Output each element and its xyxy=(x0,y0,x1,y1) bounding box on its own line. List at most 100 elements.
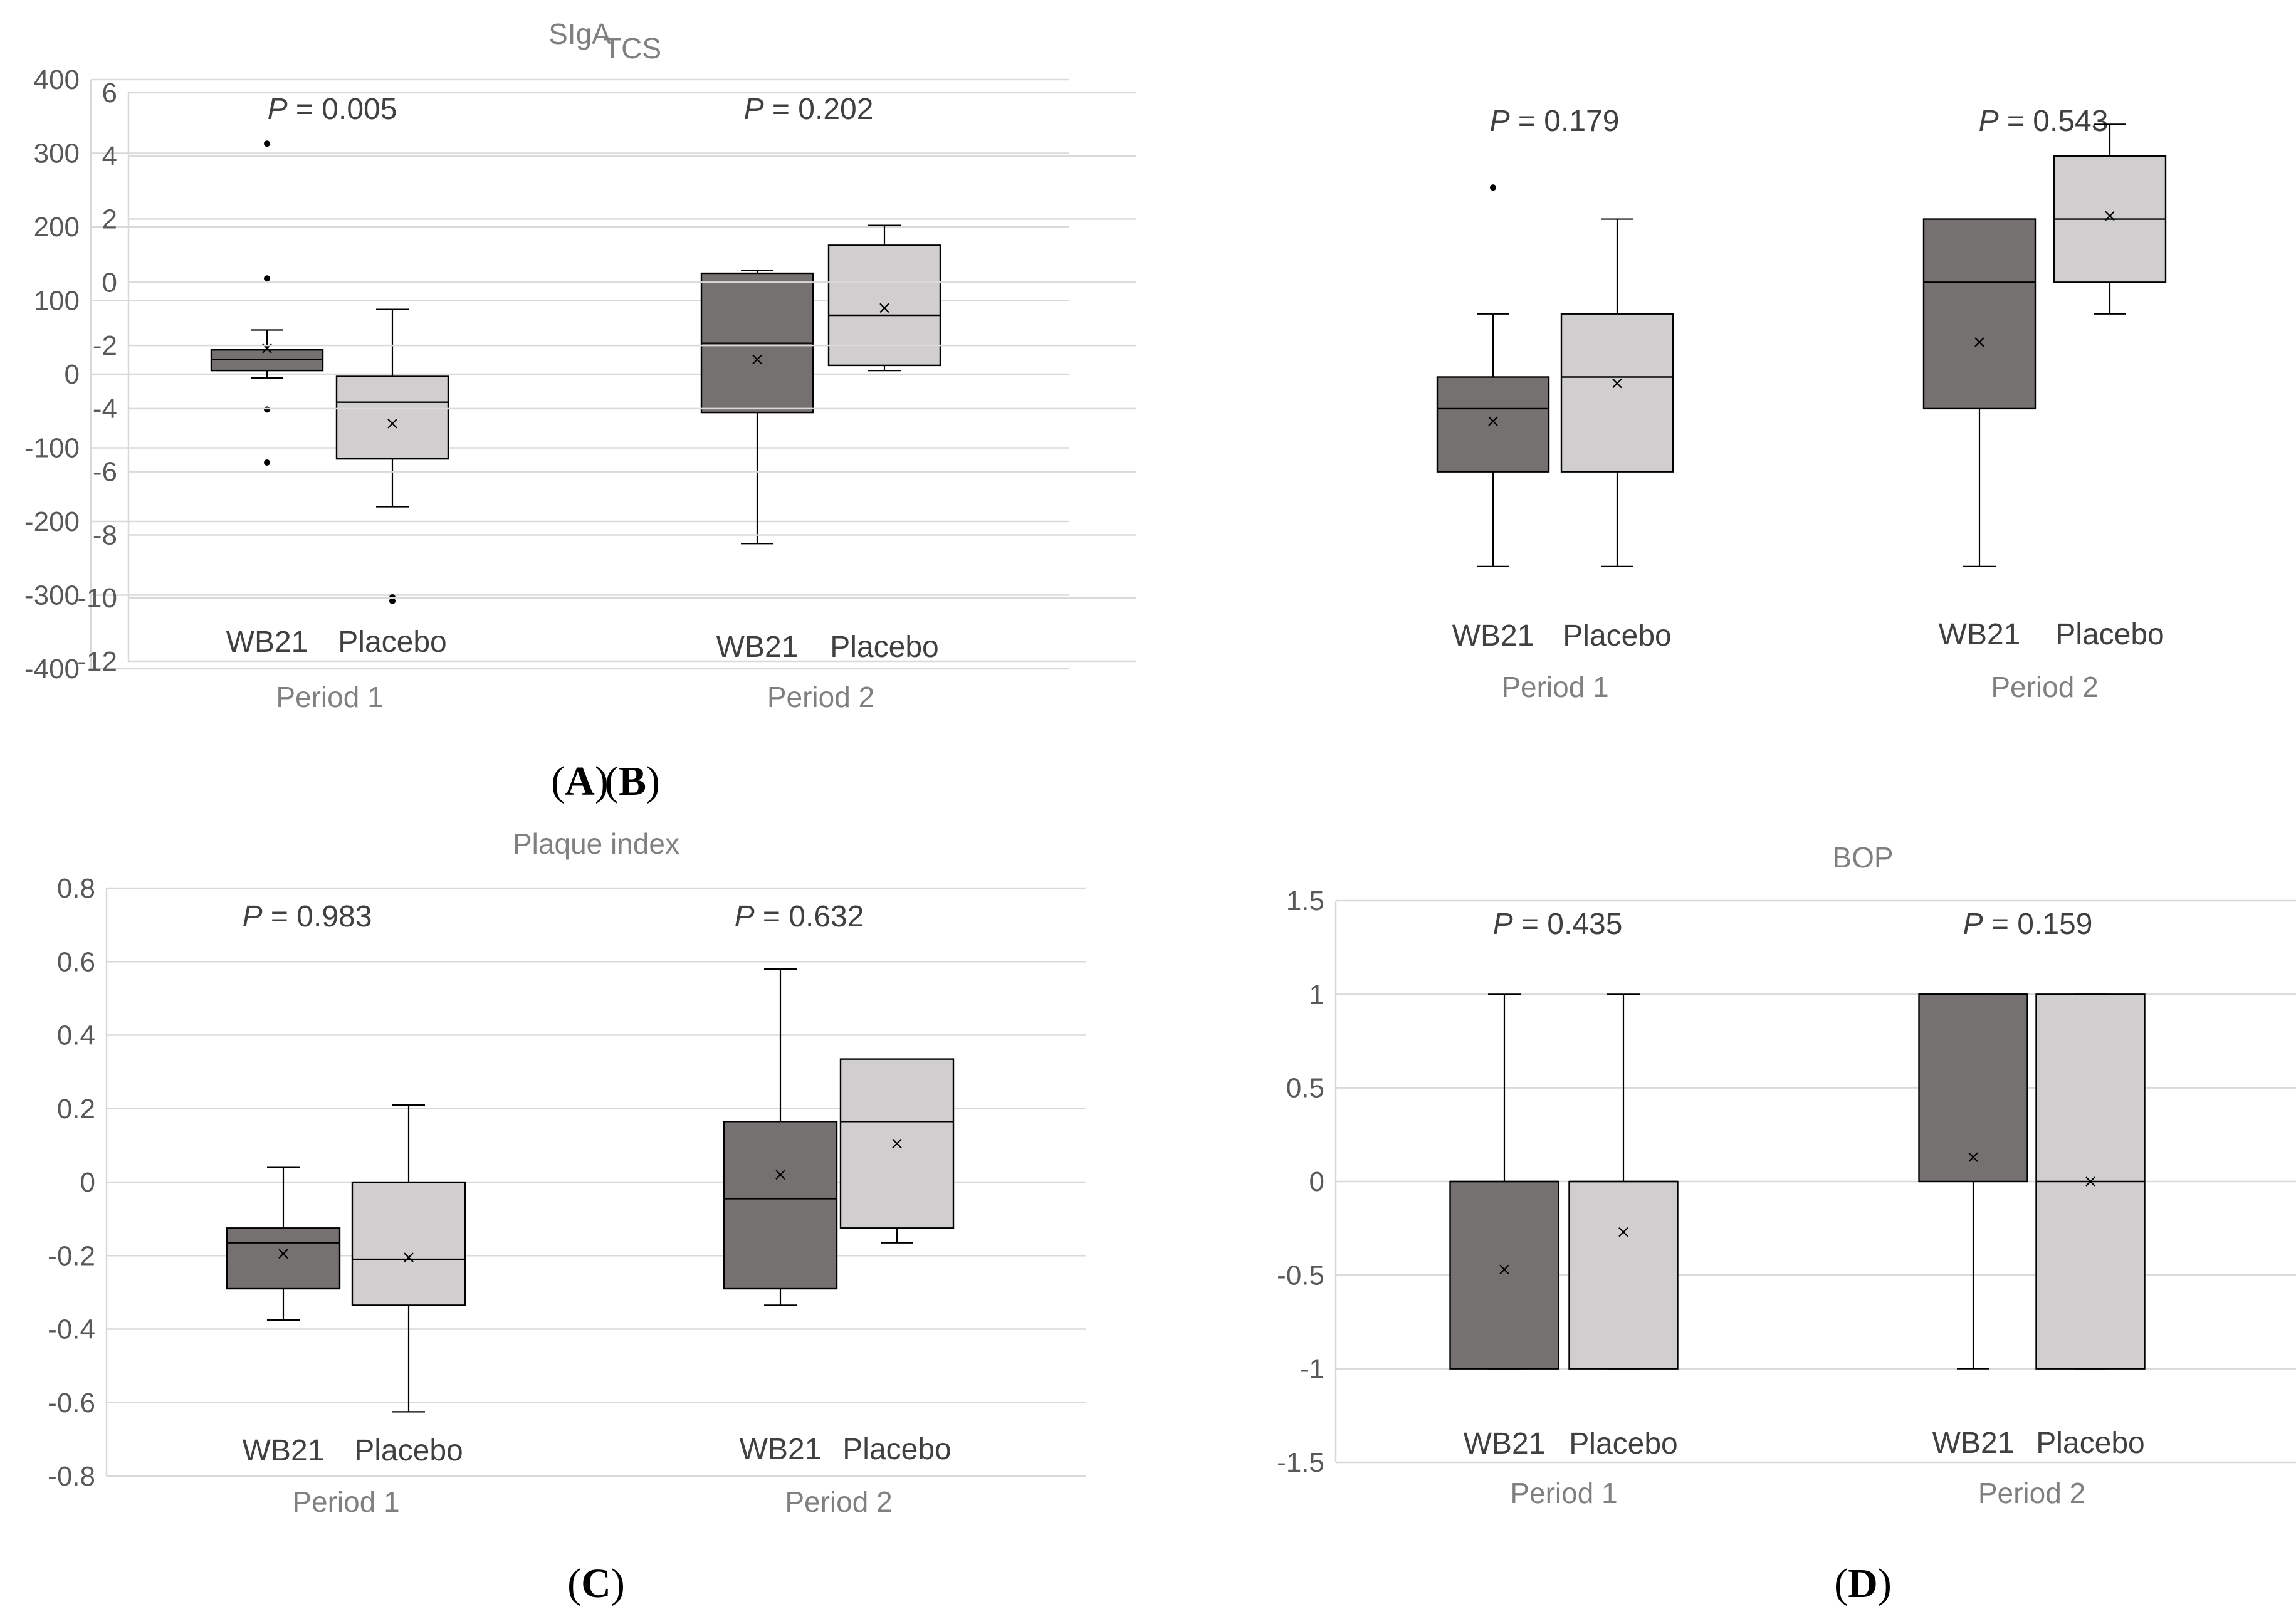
box-wb21 xyxy=(1449,993,1559,1370)
y-tick-label: 200 xyxy=(34,212,80,243)
mean-marker xyxy=(2085,1176,2095,1187)
mean-marker xyxy=(1968,1152,1978,1162)
y-tick-label: -4 xyxy=(93,394,117,424)
category-label: WB21 xyxy=(1932,1427,2015,1460)
y-tick-label: 0 xyxy=(1309,1166,1324,1197)
y-tick-label: 0.6 xyxy=(57,946,95,977)
box-iqr xyxy=(1436,376,1550,473)
category-label: WB21 xyxy=(1464,1427,1546,1460)
category-label: Placebo xyxy=(842,1433,951,1466)
p-value-label: P = 0.159 xyxy=(1963,908,2093,941)
category-label: Placebo xyxy=(338,626,446,659)
mean-marker xyxy=(1499,1264,1509,1275)
y-tick-label: -10 xyxy=(77,583,117,614)
box-iqr xyxy=(351,1181,466,1306)
outlier-point xyxy=(1490,184,1496,191)
box-iqr xyxy=(1922,218,2037,410)
y-tick-label: 0 xyxy=(80,1167,95,1198)
category-label: Placebo xyxy=(2036,1427,2144,1460)
box-placebo xyxy=(335,308,449,604)
category-label: Placebo xyxy=(354,1434,463,1467)
mean-marker xyxy=(752,354,762,365)
y-tick-label: 2 xyxy=(102,204,117,235)
category-label: Placebo xyxy=(1569,1427,1677,1460)
category-label: WB21 xyxy=(716,631,799,664)
y-tick-label: 0 xyxy=(102,267,117,298)
p-value-label: P = 0.005 xyxy=(268,93,397,126)
mean-marker xyxy=(278,1249,288,1259)
mean-marker xyxy=(1618,1227,1628,1237)
y-tick-label: -0.8 xyxy=(48,1461,95,1492)
panel-a: SIgA 400 300 200 100 0 -100 -200 -300 -400 P = 0.0… xyxy=(0,0,1128,809)
y-tick-label: -0.4 xyxy=(48,1314,95,1345)
p-value-label: P = 0.632 xyxy=(735,900,864,933)
panel-c: Plaque index 0.8 0.6 0.4 0.2 0 -0.2 -0.4 -0.6 -0.… xyxy=(0,809,1128,1614)
category-label: WB21 xyxy=(1452,619,1534,652)
outlier-point xyxy=(264,275,270,282)
period-label: Period 2 xyxy=(1978,1477,2085,1509)
y-tick-label: -2 xyxy=(93,330,117,361)
p-value-label: P = 0.435 xyxy=(1493,908,1623,941)
mean-marker xyxy=(1612,378,1622,389)
y-tick-label: 4 xyxy=(102,141,117,172)
mean-marker xyxy=(879,303,889,313)
mean-marker xyxy=(387,418,397,429)
chart-title: Plaque index xyxy=(513,827,679,860)
box-iqr xyxy=(335,375,449,460)
y-tick-label: -6 xyxy=(93,457,117,488)
box-placebo xyxy=(1568,993,1679,1370)
y-tick-label: 1.5 xyxy=(1286,886,1324,916)
category-label: Placebo xyxy=(1563,619,1671,652)
y-tick-label: 400 xyxy=(34,65,80,95)
period-label: Period 2 xyxy=(767,681,874,713)
period-label: Period 1 xyxy=(1510,1477,1617,1509)
mean-marker xyxy=(1974,337,1984,347)
p-value-label: P = 0.543 xyxy=(1979,105,2109,138)
outlier-point xyxy=(264,406,270,413)
outlier-point xyxy=(264,140,270,147)
y-tick-label: 0.2 xyxy=(57,1094,95,1124)
panel-letter: (C) xyxy=(567,1561,625,1606)
category-label: WB21 xyxy=(226,626,308,659)
period-label: Period 1 xyxy=(1501,671,1608,703)
y-tick-label: 0.8 xyxy=(57,873,95,904)
y-tick-label: 0.4 xyxy=(57,1020,95,1051)
y-tick-label: -300 xyxy=(24,580,80,611)
panel-letter: (A) xyxy=(551,758,609,804)
y-tick-label: -1.5 xyxy=(1277,1447,1324,1478)
box-wb21 xyxy=(226,1166,341,1321)
panel-letter: (B) xyxy=(605,758,660,804)
box-placebo xyxy=(1560,218,1674,567)
box-wb21 xyxy=(1436,184,1550,567)
y-tick-label: 0 xyxy=(65,359,80,390)
period-label: Period 1 xyxy=(276,681,383,713)
y-tick-label: -400 xyxy=(24,654,80,684)
y-tick-label: 100 xyxy=(34,286,80,317)
p-value-label: P = 0.179 xyxy=(1490,105,1620,138)
box-placebo xyxy=(351,1104,466,1413)
category-label: Placebo xyxy=(2055,618,2164,651)
y-tick-label: 6 xyxy=(102,78,117,108)
box-iqr xyxy=(1918,993,2028,1183)
outlier-point xyxy=(389,597,396,604)
y-tick-label: -0.5 xyxy=(1277,1260,1324,1291)
y-tick-label: 0.5 xyxy=(1286,1073,1324,1104)
category-label: WB21 xyxy=(1939,618,2021,651)
mean-marker xyxy=(892,1138,902,1149)
chart-title: TCS xyxy=(604,32,661,65)
box-wb21 xyxy=(700,270,814,545)
box-placebo xyxy=(839,1058,955,1244)
y-tick-label: -0.2 xyxy=(48,1240,95,1271)
box-iqr xyxy=(226,1227,341,1290)
mean-marker xyxy=(2105,211,2115,221)
box-placebo xyxy=(827,224,941,372)
y-tick-label: 1 xyxy=(1309,979,1324,1010)
p-value-label: P = 0.983 xyxy=(243,900,372,933)
panel-letter: (D) xyxy=(1834,1561,1892,1606)
y-tick-label: -200 xyxy=(24,506,80,537)
box-iqr xyxy=(723,1121,838,1290)
p-value-label: P = 0.202 xyxy=(744,93,874,126)
y-tick-label: -100 xyxy=(24,433,80,464)
box-wb21 xyxy=(1918,993,2028,1370)
box-wb21 xyxy=(1922,218,2037,567)
